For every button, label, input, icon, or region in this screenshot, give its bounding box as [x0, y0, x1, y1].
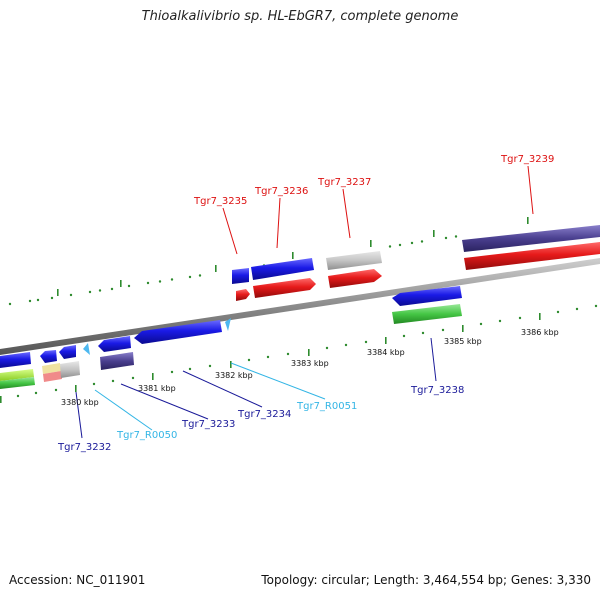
gene-feature-red-small[interactable]	[236, 289, 250, 301]
kbp-label-3382: 3382 kbp	[215, 371, 253, 380]
gene-feature-tgr7-r0050[interactable]	[83, 343, 90, 355]
gene-feature-tgr7-3237[interactable]	[328, 269, 382, 288]
kbp-label-3386: 3386 kbp	[521, 328, 559, 337]
gene-label-tgr7-r0050[interactable]: Tgr7_R0050	[116, 430, 177, 441]
map-title: Thioalkalivibrio sp. HL-EbGR7, complete …	[141, 9, 459, 24]
gene-label-tgr7-3235[interactable]: Tgr7_3235	[193, 196, 247, 207]
gene-feature-tgr7-3238[interactable]	[392, 286, 462, 306]
gene-feature-tgr7-3233-purple[interactable]	[100, 352, 134, 370]
kbp-label-3383: 3383 kbp	[291, 359, 329, 368]
gene-feature-blue-left[interactable]	[0, 352, 31, 368]
gene-feature-tgr7-r0051[interactable]	[225, 318, 231, 331]
gene-feature-tgr7-3232[interactable]	[40, 350, 57, 363]
genome-backbone	[0, 258, 600, 355]
gene-feature-blue-small[interactable]	[232, 268, 249, 284]
gene-feature-tgr7-3234[interactable]	[134, 320, 222, 344]
genome-summary-text: Topology: circular; Length: 3,464,554 bp…	[261, 573, 591, 587]
gene-label-tgr7-3233[interactable]: Tgr7_3233	[181, 419, 235, 430]
gene-feature-tgr7-3239-purple[interactable]	[462, 225, 600, 252]
gene-label-tgr7-3234[interactable]: Tgr7_3234	[237, 409, 291, 420]
upper-callouts	[222, 165, 534, 255]
accession-text: Accession: NC_011901	[9, 573, 146, 587]
gene-feature-tgr7-3233[interactable]	[98, 336, 131, 352]
gene-feature-pink[interactable]	[43, 371, 62, 382]
gene-feature-gray-small[interactable]	[60, 361, 80, 378]
gene-feature-blue-mid[interactable]	[59, 345, 76, 359]
kbp-label-3380: 3380 kbp	[61, 398, 99, 407]
kbp-label-3381: 3381 kbp	[138, 384, 176, 393]
gene-feature-green-left-2[interactable]	[0, 377, 35, 389]
lower-callouts	[75, 337, 437, 439]
upper-tick-track	[8, 217, 529, 306]
lower-tick-track	[0, 304, 598, 403]
gene-feature-tgr7-3236-red[interactable]	[253, 278, 316, 298]
gene-label-tgr7-3238[interactable]: Tgr7_3238	[410, 385, 464, 396]
gene-label-tgr7-3236[interactable]: Tgr7_3236	[254, 186, 308, 197]
gene-label-tgr7-3237[interactable]: Tgr7_3237	[317, 177, 371, 188]
gene-feature-tgr7-3238-green[interactable]	[392, 304, 462, 324]
gene-feature-tgr7-3239[interactable]	[464, 242, 600, 270]
gene-feature-tgr7-3237-gray[interactable]	[326, 251, 382, 270]
gene-feature-tgr7-3236[interactable]	[251, 258, 314, 280]
gene-label-tgr7-3239[interactable]: Tgr7_3239	[500, 154, 554, 165]
gene-label-tgr7-3232[interactable]: Tgr7_3232	[57, 442, 111, 453]
kbp-label-3385: 3385 kbp	[444, 337, 482, 346]
gene-feature-beige[interactable]	[42, 363, 61, 374]
gene-label-tgr7-r0051[interactable]: Tgr7_R0051	[296, 401, 357, 412]
kbp-label-3384: 3384 kbp	[367, 348, 405, 357]
